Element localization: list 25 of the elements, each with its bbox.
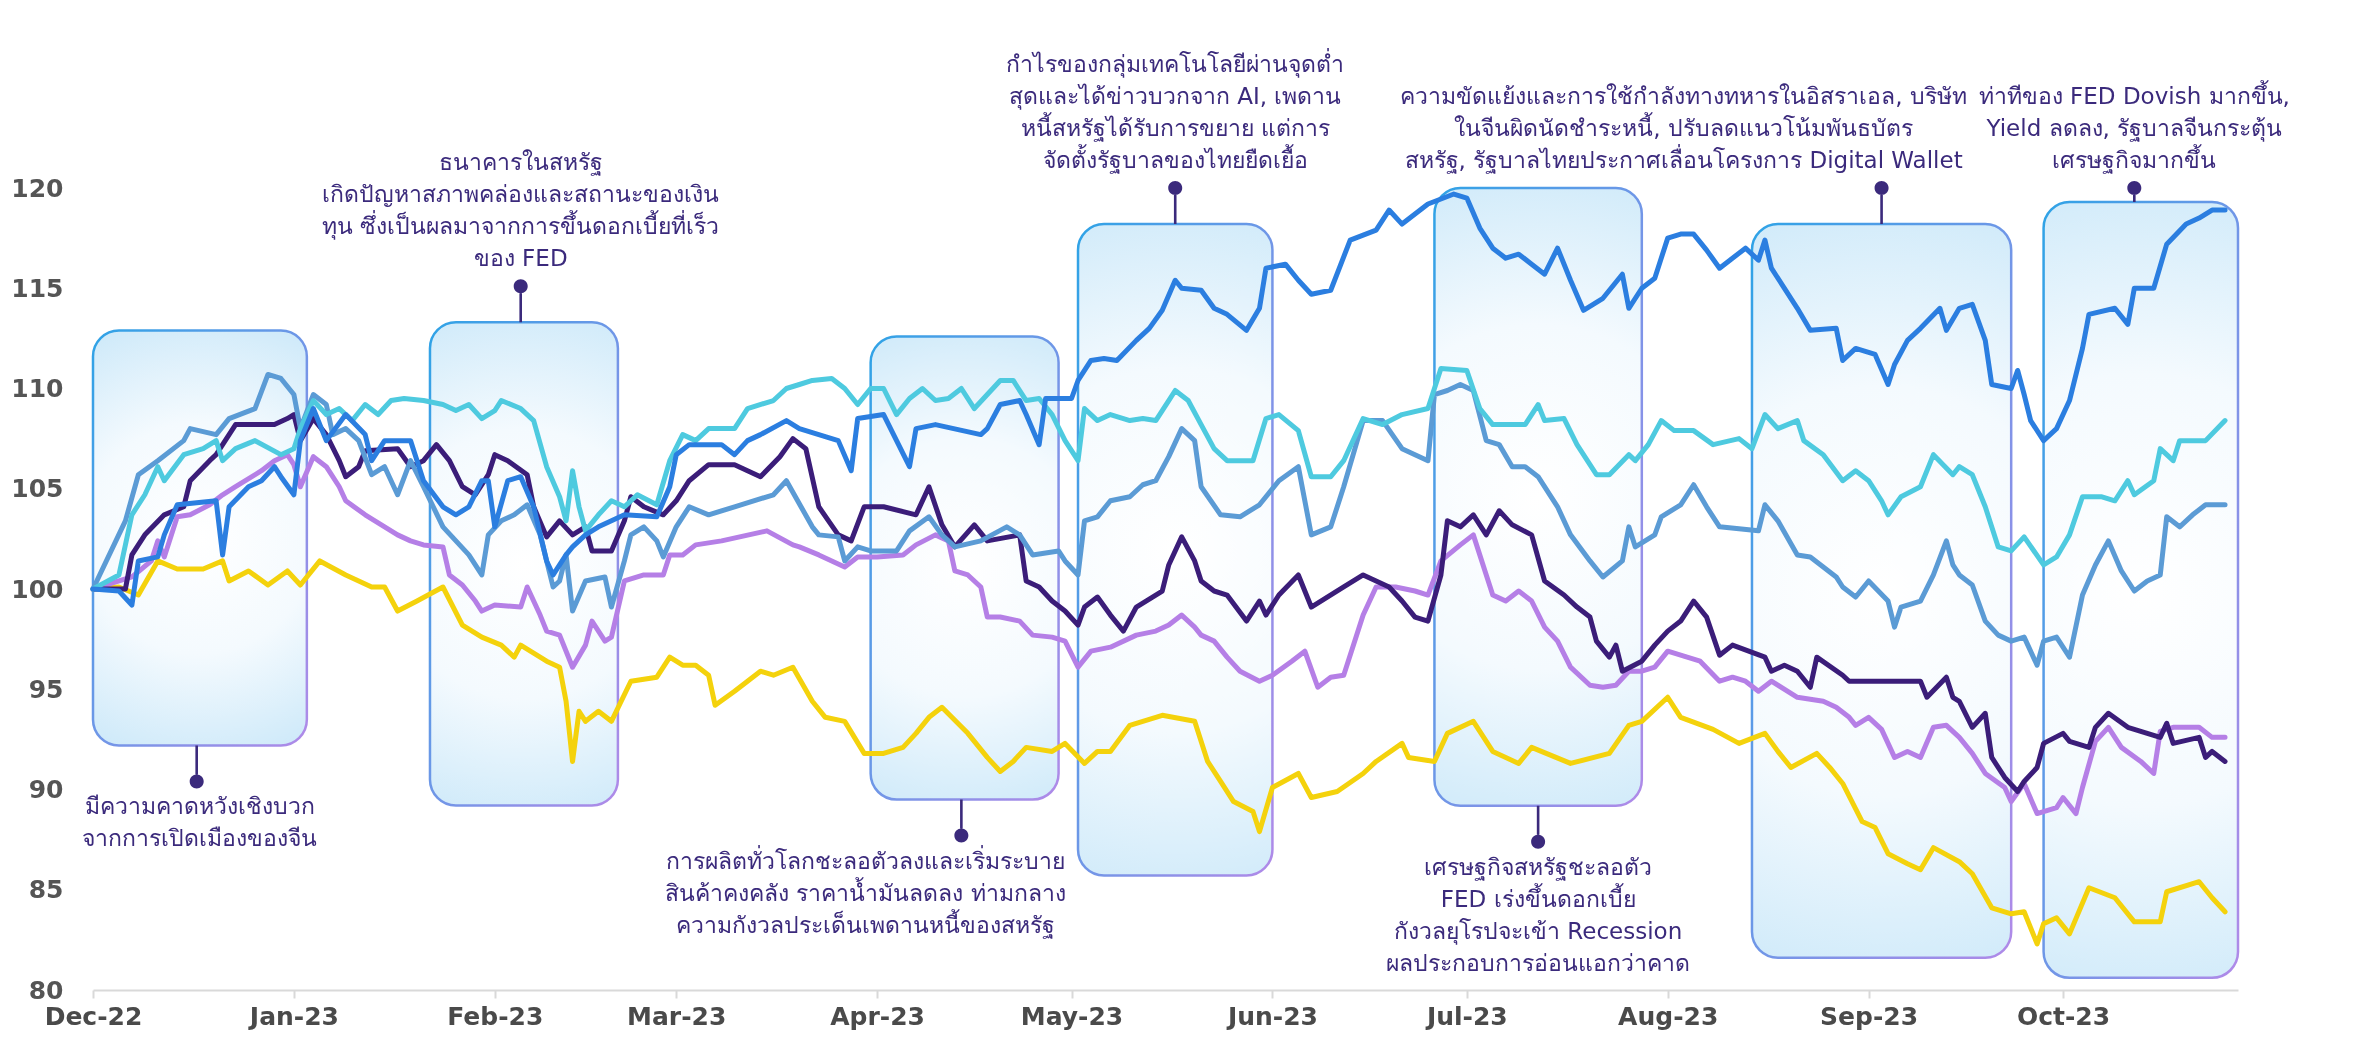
annotation: กำไรของกลุ่มเทคโนโลยีผ่านจุดต่ำ สุดและได้ข่าวบวกจาก AI, เพดาน หนี้สหรัฐได้รับการขยาย แต่การ จัดตั้งรัฐบาลของไทยยืดเยื้อ [1006,48,1345,174]
x-tick-label: Jul-23 [1424,1001,1508,1031]
y-tick-label: 95 [28,674,64,704]
y-tick-label: 90 [28,775,64,804]
annotation: มีความคาดหวังเชิงบวก จากการเปิดเมืองของจีน [82,793,318,852]
annotation: ความขัดแย้งและการใช้กำลังทางทหารในอิสราเอล, บริษัท ในจีนผิดนัดชำระหนี้, ปรับลดแนวโน้มพันธบัตร สหรัฐ, รัฐบาลไทยประกาศเลื่อนโครงการ Digital Wallet [1400,83,1967,174]
y-tick-label: 105 [11,474,64,504]
x-tick-label: Mar-23 [627,1001,727,1031]
annotation: เศรษฐกิจสหรัฐชะลอตัว FED เร่งขึ้นดอกเบี้ย กังวลยุโรปจะเข้า Recession ผลประกอบการอ่อนแอกว่าคาด [1386,853,1691,976]
y-tick-label: 115 [11,273,64,303]
y-tick-label: 100 [11,574,64,604]
x-tick-label: Jan-23 [247,1001,339,1031]
x-tick-label: May-23 [1020,1001,1124,1031]
x-tick-label: Feb-23 [447,1001,544,1031]
y-tick-label: 120 [11,173,64,203]
x-tick-label: Oct-23 [2016,1001,2111,1031]
x-tick-label: Sep-23 [1820,1001,1919,1031]
annotation: ธนาคารในสหรัฐ เกิดปัญหาสภาพคล่องและสถานะของเงิน ทุน ซึ่งเป็นผลมาจากการขึ้นดอกเบี้ยที่เร็ว ของ FED [322,149,720,272]
x-tick-label: Jun-23 [1225,1001,1318,1031]
y-tick-label: 110 [11,374,64,403]
y-tick-label: 85 [28,875,64,905]
x-tick-label: Apr-23 [830,1001,925,1031]
annotation: ท่าทีของ FED Dovish มากขึ้น, Yield ลดลง, รัฐบาลจีนกระตุ้น เศรษฐกิจมากขึ้น [1978,80,2290,174]
annotation: การผลิตทั่วโลกชะลอตัวลงและเริ่มระบาย สินค้าคงคลัง ราคาน้ำมันลดลง ท่ามกลาง ความกังวลประเด็นเพดานหนี้ของสหรัฐ [665,844,1066,939]
x-tick-label: Aug-23 [1618,1001,1719,1031]
